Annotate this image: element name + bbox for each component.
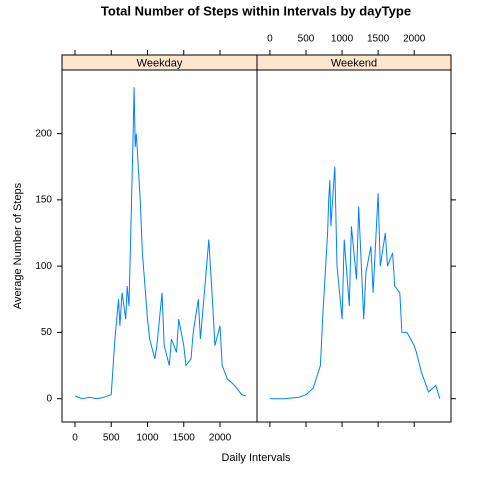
y-axis-label: Average Number of Steps xyxy=(12,182,24,309)
x-tick-label-top: 1000 xyxy=(331,34,354,45)
strip-label: Weekend xyxy=(331,57,377,69)
x-axis-label: Daily Intervals xyxy=(221,452,291,464)
line xyxy=(269,166,441,400)
panel-frame xyxy=(61,69,258,423)
x-tick-label: 2000 xyxy=(209,433,232,444)
panel-frame xyxy=(256,69,452,423)
x-tick-label-top: 500 xyxy=(298,34,315,45)
x-tick-label: 0 xyxy=(72,433,78,444)
y-tick-label: 100 xyxy=(35,261,52,272)
y-tick-label: 200 xyxy=(35,128,52,139)
y-tick-label: 50 xyxy=(41,327,53,338)
x-tick-label-top: 2000 xyxy=(403,34,426,45)
strip-label: Weekday xyxy=(137,57,183,69)
y-tick-label: 0 xyxy=(46,393,52,404)
x-tick-label: 500 xyxy=(103,433,120,444)
x-tick-label-top: 1500 xyxy=(367,34,390,45)
x-tick-label: 1000 xyxy=(136,433,159,444)
line xyxy=(74,87,246,400)
x-tick-label: 1500 xyxy=(173,433,196,444)
chart-title: Total Number of Steps within Intervals b… xyxy=(101,3,411,18)
y-tick-label: 150 xyxy=(35,195,52,206)
x-tick-label-top: 0 xyxy=(267,34,273,45)
